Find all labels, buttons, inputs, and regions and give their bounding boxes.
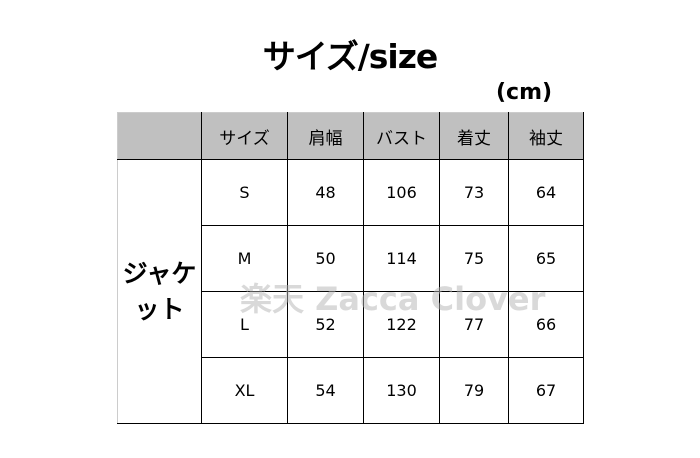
- cell: 64: [508, 159, 584, 226]
- cell: M: [201, 225, 288, 292]
- header-sleeve: 袖丈: [508, 112, 584, 160]
- cell: 65: [508, 225, 584, 292]
- cell: 106: [363, 159, 440, 226]
- cell: 122: [363, 291, 440, 358]
- category-line: ジャケ: [122, 258, 197, 288]
- table-row: L 52 122 77 66: [118, 291, 584, 358]
- cell: 52: [287, 291, 364, 358]
- category-line: ット: [134, 294, 185, 324]
- cell: XL: [201, 357, 288, 424]
- cell: 67: [508, 357, 584, 424]
- header-corner: [117, 112, 202, 160]
- table-row: ジャケット S 48 106 73 64: [117, 159, 584, 424]
- size-table: サイズ 肩幅 バスト 着丈 袖丈 ジャケット S 48 106 73 64 M …: [117, 112, 584, 424]
- cell: 50: [287, 225, 364, 292]
- cell: L: [201, 291, 288, 358]
- table-row: M 50 114 75 65: [118, 225, 584, 292]
- table-row: XL 54 130 79 67: [118, 357, 584, 424]
- cell: 48: [287, 159, 364, 226]
- cell: 73: [439, 159, 509, 226]
- cell: S: [201, 159, 288, 226]
- cell: 130: [363, 357, 440, 424]
- page-title: サイズ/size: [262, 37, 439, 76]
- header-shoulder: 肩幅: [287, 112, 364, 160]
- cell: 75: [439, 225, 509, 292]
- cell: 77: [439, 291, 509, 358]
- cell: 66: [508, 291, 584, 358]
- header-size: サイズ: [201, 112, 288, 160]
- unit-label: (cm): [496, 80, 553, 105]
- category-cell: ジャケ ット: [117, 159, 202, 424]
- cell: 114: [363, 225, 440, 292]
- header-bust: バスト: [363, 112, 440, 160]
- cell: 54: [287, 357, 364, 424]
- cell: 79: [439, 357, 509, 424]
- header-length: 着丈: [439, 112, 509, 160]
- header-row: サイズ 肩幅 バスト 着丈 袖丈: [117, 112, 584, 160]
